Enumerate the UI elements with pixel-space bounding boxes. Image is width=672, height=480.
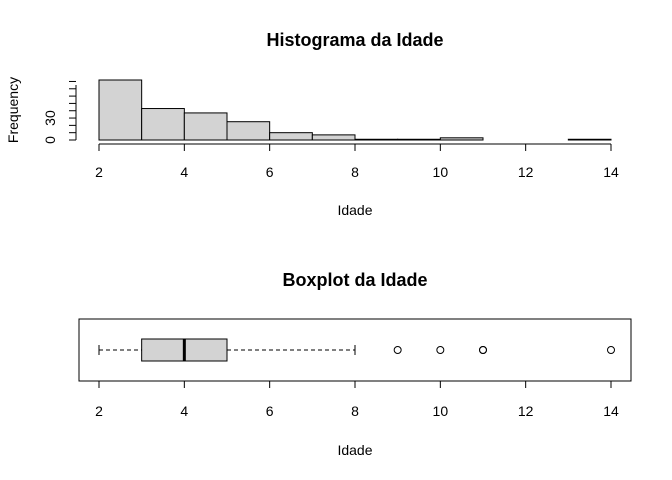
histogram-x-tick-label: 8 <box>351 164 359 180</box>
histogram-bar-2 <box>183 112 228 141</box>
histogram-y-label: Frequency <box>5 77 21 143</box>
histogram-bar-4 <box>269 132 313 141</box>
histogram-bar-7 <box>397 138 441 141</box>
boxplot-x-tick-label: 2 <box>95 403 103 419</box>
boxplot-x-tick-label: 10 <box>433 403 449 419</box>
histogram-x-tick-label: 12 <box>518 164 534 180</box>
boxplot-x-tick-label: 12 <box>518 403 534 419</box>
histogram-bar-5 <box>311 134 356 141</box>
histogram-bar-3 <box>226 121 271 141</box>
boxplot-outlier <box>479 346 487 354</box>
histogram-title: Histograma da Idade <box>266 30 443 50</box>
histogram-bar-6 <box>354 138 399 141</box>
histogram-y-tick-label: 30 <box>42 110 58 126</box>
boxplot-marks <box>98 338 615 362</box>
histogram-x-tick-label: 4 <box>180 164 188 180</box>
boxplot-outlier <box>393 346 402 354</box>
boxplot-x-tick-label: 8 <box>351 403 359 419</box>
boxplot-panel: Boxplot da Idade 2 4 6 8 10 12 14 Idade <box>78 270 632 458</box>
histogram-bar-11 <box>567 138 612 141</box>
boxplot-x-tick-label: 6 <box>266 403 274 419</box>
boxplot-title: Boxplot da Idade <box>282 270 427 290</box>
boxplot-outlier <box>436 346 445 354</box>
histogram-x-tick-label: 2 <box>95 164 103 180</box>
histogram-bar-8 <box>439 137 484 141</box>
boxplot-x-axis: 2 4 6 8 10 12 14 <box>95 380 619 419</box>
histogram-y-axis: 0 30 <box>42 80 77 144</box>
histogram-panel: Histograma da Idade 2 4 6 8 10 12 14 0 30 Idade… <box>5 30 619 218</box>
histogram-x-label: Idade <box>337 202 372 218</box>
histogram-x-tick-label: 6 <box>266 164 274 180</box>
histogram-bar-0 <box>98 79 143 141</box>
boxplot-outlier <box>607 346 615 354</box>
boxplot-x-tick-label: 4 <box>180 403 188 419</box>
histogram-bar-1 <box>141 108 185 141</box>
boxplot-x-label: Idade <box>337 442 372 458</box>
histogram-y-tick-label: 0 <box>42 136 58 144</box>
histogram-bars <box>98 79 612 141</box>
histogram-x-tick-label: 14 <box>603 164 619 180</box>
boxplot-x-tick-label: 14 <box>603 403 619 419</box>
histogram-x-tick-label: 10 <box>433 164 449 180</box>
histogram-x-axis: 2 4 6 8 10 12 14 <box>95 143 619 180</box>
